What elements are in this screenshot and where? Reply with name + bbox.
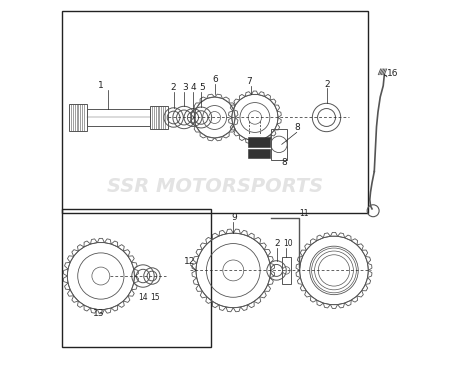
Text: 1: 1 xyxy=(98,81,104,90)
Bar xyxy=(271,129,287,160)
Bar xyxy=(62,11,367,213)
Bar xyxy=(87,109,150,126)
Bar xyxy=(62,209,211,347)
Text: 8: 8 xyxy=(282,158,288,167)
Text: SSR MOTORSPORTS: SSR MOTORSPORTS xyxy=(107,177,323,196)
Text: 9: 9 xyxy=(231,213,237,222)
Text: 8: 8 xyxy=(295,123,301,132)
Bar xyxy=(150,106,168,129)
Bar xyxy=(248,149,270,158)
Text: 10: 10 xyxy=(283,239,293,248)
Text: 5: 5 xyxy=(199,83,205,92)
Bar xyxy=(282,257,291,284)
Bar xyxy=(69,104,87,131)
Text: 11: 11 xyxy=(300,209,309,218)
Text: 15: 15 xyxy=(150,293,160,302)
Text: 7: 7 xyxy=(246,77,253,86)
Text: 16: 16 xyxy=(387,69,399,78)
Text: 6: 6 xyxy=(212,75,218,84)
Text: 13: 13 xyxy=(93,309,105,318)
Text: 2: 2 xyxy=(274,239,280,248)
Text: 14: 14 xyxy=(138,293,148,302)
Text: 4: 4 xyxy=(191,83,196,92)
Bar xyxy=(248,137,270,147)
Text: 12: 12 xyxy=(184,257,195,266)
Text: 2: 2 xyxy=(171,83,176,92)
Text: 3: 3 xyxy=(182,83,188,92)
Text: 2: 2 xyxy=(324,79,330,88)
